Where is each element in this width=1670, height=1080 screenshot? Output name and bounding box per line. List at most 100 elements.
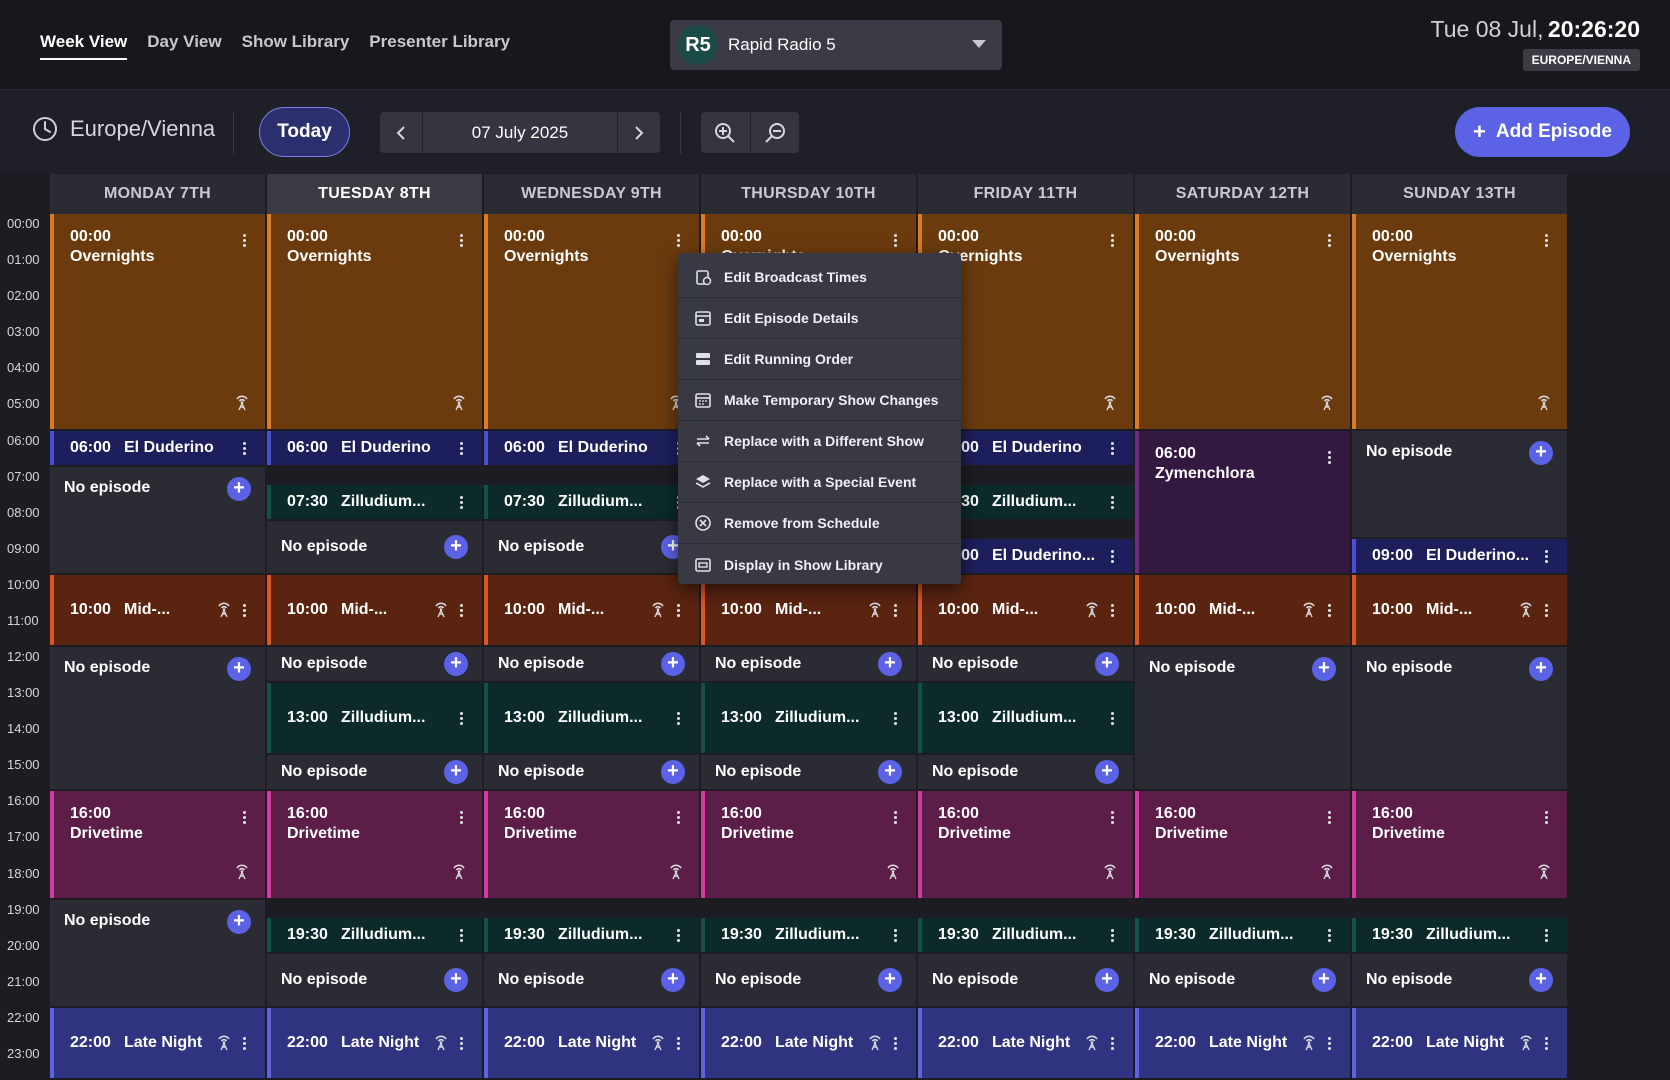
next-week-button[interactable] (618, 112, 660, 153)
empty-slot[interactable]: No episode + (267, 647, 482, 682)
more-options-icon[interactable] (1545, 928, 1549, 942)
episode-block[interactable]: 10:00 Mid-... (701, 574, 916, 645)
episode-block[interactable]: 16:00 Drivetime (1135, 791, 1350, 898)
more-options-icon[interactable] (1111, 549, 1115, 563)
context-menu-item[interactable]: Remove from Schedule (678, 503, 961, 544)
empty-slot[interactable]: No episode + (1135, 647, 1350, 790)
add-episode-icon[interactable]: + (1312, 967, 1336, 992)
empty-slot[interactable]: No episode + (1352, 647, 1567, 790)
episode-block[interactable]: 19:30 Zilludium... (484, 917, 699, 952)
add-episode-icon[interactable]: + (444, 760, 468, 785)
more-options-icon[interactable] (894, 1036, 898, 1050)
empty-slot[interactable]: No episode + (50, 466, 265, 573)
more-options-icon[interactable] (1111, 441, 1115, 455)
add-episode-icon[interactable]: + (444, 652, 468, 677)
episode-block[interactable]: 00:00 Overnights (484, 214, 699, 429)
empty-slot[interactable]: No episode + (1352, 953, 1567, 1006)
more-options-icon[interactable] (1111, 234, 1115, 247)
station-selector[interactable]: R5 Rapid Radio 5 (670, 20, 1002, 70)
add-episode-icon[interactable]: + (444, 967, 468, 992)
empty-slot[interactable]: No episode + (50, 647, 265, 790)
add-episode-icon[interactable]: + (227, 657, 251, 681)
tab-day-view[interactable]: Day View (147, 32, 222, 51)
add-episode-icon[interactable]: + (1095, 760, 1119, 785)
empty-slot[interactable]: No episode + (701, 953, 916, 1006)
episode-block[interactable]: 16:00 Drivetime (918, 791, 1133, 898)
episode-block[interactable]: 00:00 Overnights (267, 214, 482, 429)
episode-block[interactable]: 22:00 Late Night (50, 1007, 265, 1078)
add-episode-icon[interactable]: + (661, 967, 685, 992)
more-options-icon[interactable] (1545, 549, 1549, 563)
add-episode-icon[interactable]: + (227, 476, 251, 501)
episode-block[interactable]: 22:00 Late Night (484, 1007, 699, 1078)
tab-week-view[interactable]: Week View (40, 32, 128, 60)
more-options-icon[interactable] (243, 234, 247, 247)
episode-block[interactable]: 10:00 Mid-... (918, 574, 1133, 645)
tab-presenter-library[interactable]: Presenter Library (369, 32, 511, 51)
empty-slot[interactable]: No episode + (701, 755, 916, 790)
more-options-icon[interactable] (243, 441, 247, 455)
more-options-icon[interactable] (677, 928, 681, 942)
episode-block[interactable]: 00:00 Overnights (50, 214, 265, 429)
episode-block[interactable]: 10:00 Mid-... (1352, 574, 1567, 645)
more-options-icon[interactable] (460, 1036, 464, 1050)
episode-block[interactable]: 10:00 Mid-... (267, 574, 482, 645)
add-episode-icon[interactable]: + (1529, 440, 1553, 465)
episode-block[interactable]: 22:00 Late Night (267, 1007, 482, 1078)
episode-block[interactable]: 22:00 Late Night (1352, 1007, 1567, 1078)
episode-block[interactable]: 22:00 Late Night (1135, 1007, 1350, 1078)
more-options-icon[interactable] (1545, 603, 1549, 617)
episode-block[interactable]: 06:00 Zymenchlora (1135, 430, 1350, 573)
empty-slot[interactable]: No episode + (267, 520, 482, 573)
add-episode-icon[interactable]: + (1095, 967, 1119, 992)
episode-block[interactable]: 22:00 Late Night (918, 1007, 1133, 1078)
more-options-icon[interactable] (1111, 811, 1115, 825)
more-options-icon[interactable] (1545, 234, 1549, 247)
more-options-icon[interactable] (460, 234, 464, 247)
episode-block[interactable]: 16:00 Drivetime (484, 791, 699, 898)
empty-slot[interactable]: No episode + (267, 953, 482, 1006)
episode-block[interactable]: 13:00 Zilludium... (267, 683, 482, 754)
episode-block[interactable]: 00:00 Overnights (1135, 214, 1350, 429)
episode-block[interactable]: 06:00 El Duderino (267, 430, 482, 465)
context-menu-item[interactable]: Edit Running Order (678, 339, 961, 380)
empty-slot[interactable]: No episode + (918, 755, 1133, 790)
add-episode-icon[interactable]: + (227, 909, 251, 934)
episode-block[interactable]: 06:00 El Duderino (484, 430, 699, 465)
empty-slot[interactable]: No episode + (918, 647, 1133, 682)
empty-slot[interactable]: No episode + (1352, 430, 1567, 537)
more-options-icon[interactable] (460, 603, 464, 617)
more-options-icon[interactable] (894, 603, 898, 617)
episode-block[interactable]: 13:00 Zilludium... (701, 683, 916, 754)
more-options-icon[interactable] (1111, 603, 1115, 617)
more-options-icon[interactable] (677, 811, 681, 825)
empty-slot[interactable]: No episode + (918, 953, 1133, 1006)
more-options-icon[interactable] (1111, 712, 1115, 726)
episode-block[interactable]: 22:00 Late Night (701, 1007, 916, 1078)
add-episode-icon[interactable]: + (1312, 657, 1336, 681)
more-options-icon[interactable] (1545, 1036, 1549, 1050)
empty-slot[interactable]: No episode + (484, 953, 699, 1006)
more-options-icon[interactable] (1328, 603, 1332, 617)
context-menu-item[interactable]: Replace with a Different Show (678, 421, 961, 462)
more-options-icon[interactable] (1328, 234, 1332, 247)
empty-slot[interactable]: No episode + (484, 647, 699, 682)
episode-block[interactable]: 00:00 Overnights (1352, 214, 1567, 429)
episode-block[interactable]: 10:00 Mid-... (484, 574, 699, 645)
episode-block[interactable]: 07:30 Zilludium... (267, 484, 482, 519)
context-menu-item[interactable]: Make Temporary Show Changes (678, 380, 961, 421)
episode-block[interactable]: 19:30 Zilludium... (1135, 917, 1350, 952)
episode-block[interactable]: 19:30 Zilludium... (1352, 917, 1567, 952)
add-episode-icon[interactable]: + (1529, 657, 1553, 681)
add-episode-icon[interactable]: + (1529, 967, 1553, 992)
episode-block[interactable]: 19:30 Zilludium... (701, 917, 916, 952)
context-menu-item[interactable]: Display in Show Library (678, 544, 961, 585)
add-episode-icon[interactable]: + (661, 760, 685, 785)
empty-slot[interactable]: No episode + (267, 755, 482, 790)
more-options-icon[interactable] (677, 712, 681, 726)
empty-slot[interactable]: No episode + (1135, 953, 1350, 1006)
more-options-icon[interactable] (894, 234, 898, 247)
more-options-icon[interactable] (243, 603, 247, 617)
more-options-icon[interactable] (677, 234, 681, 247)
more-options-icon[interactable] (894, 811, 898, 825)
